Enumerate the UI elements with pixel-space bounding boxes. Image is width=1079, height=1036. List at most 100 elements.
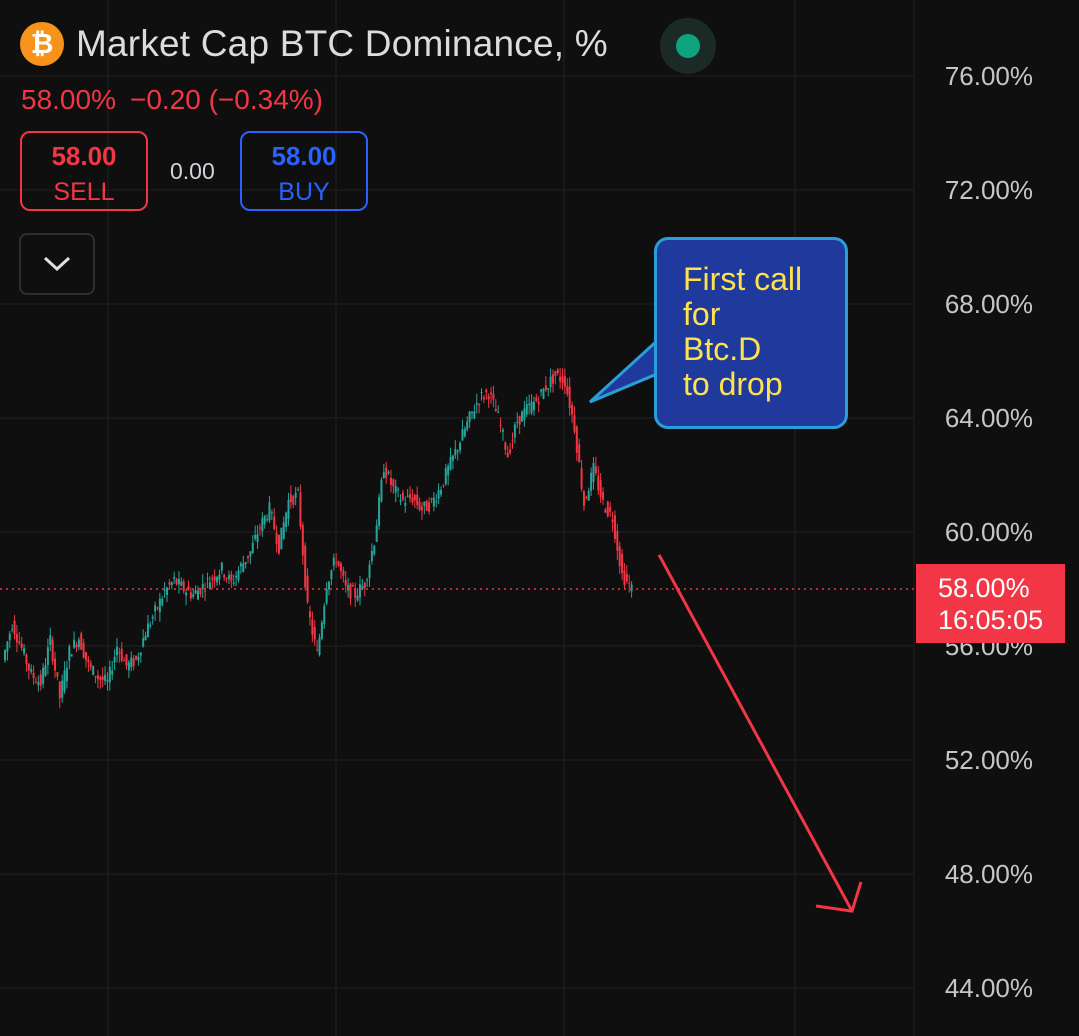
candle-body [168, 582, 171, 585]
candle-body [399, 500, 402, 502]
market-status-indicator[interactable] [660, 18, 716, 74]
candle-body [556, 369, 559, 374]
candle-body [51, 639, 54, 662]
candle-body [258, 527, 261, 529]
candle-body [297, 489, 300, 491]
candle-body [239, 563, 242, 567]
candle-body [254, 534, 257, 539]
candle-body [223, 575, 226, 578]
candle-body [482, 397, 485, 400]
candle-body [65, 668, 68, 682]
candle-body [509, 449, 512, 453]
candle-body [356, 595, 359, 601]
candle-body [70, 654, 73, 657]
candle-body [435, 501, 438, 503]
candle-body [304, 545, 307, 588]
candle-body [311, 619, 314, 635]
candle-body [337, 561, 340, 566]
candle-body [363, 582, 366, 589]
candle-body [30, 669, 33, 672]
candle-body [444, 468, 447, 484]
candle-body [451, 455, 454, 461]
y-tick-label: 76.00% [944, 61, 1033, 91]
sell-button[interactable]: 58.00 SELL [20, 131, 148, 211]
candle-body [447, 466, 450, 476]
candle-body [113, 656, 116, 663]
candle-body [432, 497, 435, 507]
candle-body [242, 563, 245, 572]
candle-body [373, 545, 376, 555]
candle-body [425, 501, 428, 511]
candle-body [328, 581, 331, 590]
candle-body [156, 607, 159, 609]
candle-body [185, 592, 188, 596]
candle-body [454, 449, 457, 456]
candle-body [516, 421, 519, 423]
candle-body [609, 506, 612, 512]
candle-body [192, 594, 195, 597]
candle-body [368, 564, 371, 579]
candle-body [173, 576, 176, 579]
note-line: Btc.D [683, 331, 762, 367]
candle-body [49, 635, 52, 645]
candle-body [630, 584, 633, 592]
candle-body [592, 463, 595, 483]
candle-body [599, 480, 602, 498]
candle-body [170, 582, 173, 586]
candle-body [456, 450, 459, 452]
last-price: 58.00% [21, 84, 116, 115]
candle-body [523, 408, 526, 420]
buy-button[interactable]: 58.00 BUY [240, 131, 368, 211]
candle-body [537, 402, 540, 405]
candle-body [613, 515, 616, 540]
candle-body [111, 670, 114, 675]
note-line: First call [683, 261, 803, 297]
candle-body [8, 633, 11, 641]
candle-body [618, 546, 621, 567]
chart-title: Market Cap BTC Dominance, % [76, 23, 608, 64]
candle-body [513, 424, 516, 438]
candle-body [573, 415, 576, 432]
collapse-toggle-button[interactable] [19, 233, 95, 295]
candle-body [437, 490, 440, 499]
y-tick-label: 68.00% [944, 289, 1033, 319]
candle-body [11, 629, 14, 631]
candle-body [499, 425, 502, 427]
buy-price: 58.00 [271, 141, 337, 171]
callout-note[interactable]: First call for Btc.D to drop [654, 237, 848, 429]
candle-body [163, 590, 166, 592]
drop-arrow [657, 554, 863, 913]
candle-body [597, 475, 600, 491]
candle-body [582, 491, 585, 506]
y-tick-label: 64.00% [944, 403, 1033, 433]
candle-body [325, 588, 328, 604]
y-tick-label: 72.00% [944, 175, 1033, 205]
candle-body [349, 583, 352, 599]
candle-body [423, 501, 426, 506]
candle-body [401, 492, 404, 500]
candle-body [497, 411, 500, 413]
candle-body [225, 578, 228, 580]
note-line: to drop [683, 366, 783, 402]
candle-body [320, 622, 323, 639]
candle-body [540, 389, 543, 392]
candle-body [180, 581, 183, 586]
candle-body [27, 663, 30, 671]
candle-body [187, 585, 190, 591]
candle-body [194, 590, 197, 594]
candle-body [120, 648, 123, 661]
candle-body [530, 401, 533, 414]
candle-body [490, 392, 493, 395]
price-series [4, 367, 633, 709]
spread-value: 0.00 [170, 158, 215, 184]
candle-body [492, 393, 495, 400]
candle-body [575, 426, 578, 453]
candle-body [282, 522, 285, 539]
candle-body [535, 397, 538, 402]
candle-body [32, 673, 35, 679]
candle-body [125, 654, 128, 666]
candle-body [101, 676, 104, 681]
chart-grid [0, 0, 915, 1036]
candle-body [430, 498, 433, 500]
